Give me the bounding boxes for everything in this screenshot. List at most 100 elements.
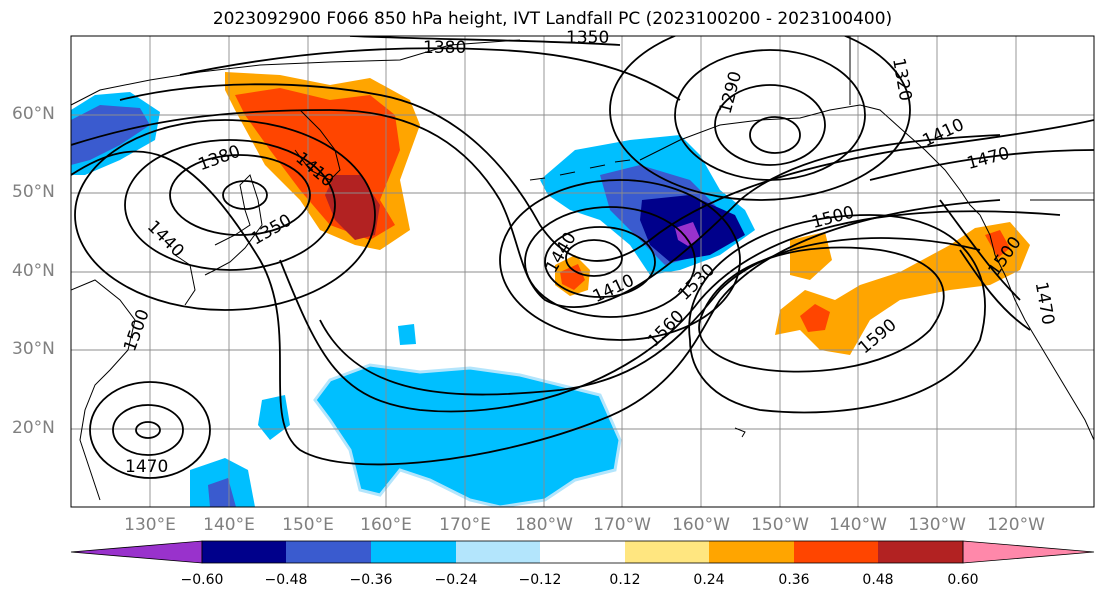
contour-low-kamchatka-1410 — [124, 139, 336, 271]
plot-frame — [70, 35, 1095, 508]
ivt-negative-band-subtropical — [315, 365, 620, 507]
colorbar-tick-label: −0.12 — [518, 572, 562, 588]
contour-label: 1500 — [810, 202, 857, 233]
lon-label: 130°W — [908, 515, 966, 535]
lat-label: 30°N — [12, 339, 55, 359]
lon-label: 140°E — [203, 515, 255, 535]
lon-label: 180°W — [515, 515, 573, 535]
coastline-hawaii — [734, 427, 746, 438]
colorbar — [70, 540, 1095, 564]
colorbar-tick-label: 0.24 — [693, 572, 725, 588]
contour-label: 1350 — [248, 211, 295, 250]
lon-label: 130°E — [124, 515, 176, 535]
lon-label: 170°E — [439, 515, 491, 535]
contour-low-south-center — [135, 421, 161, 439]
colorbar-bin — [540, 541, 625, 563]
lat-label: 60°N — [12, 104, 55, 124]
contour-label: 1470 — [125, 457, 168, 477]
contour-label: 1380 — [423, 38, 466, 58]
graticule — [71, 36, 1094, 507]
colorbar-tick-label: −0.36 — [349, 572, 393, 588]
colorbar-tick-label: 0.60 — [947, 572, 979, 588]
contour-low-center-kamchatka — [222, 180, 268, 210]
contour-low-north-1350 — [609, 36, 911, 201]
contour-label: 1290 — [716, 69, 747, 116]
ivt-anomaly-fill — [71, 72, 1030, 507]
lon-label: 150°W — [751, 515, 809, 535]
colorbar-extend-high — [962, 540, 1095, 564]
colorbar-tick-label: 0.36 — [778, 572, 810, 588]
coastline-canada-border — [849, 36, 1094, 201]
coastline-west-america — [979, 214, 1094, 441]
contour-1560-high — [688, 214, 986, 414]
ivt-positive-core-eastern-pacific — [800, 304, 830, 332]
contour-1470-east — [869, 149, 1094, 181]
contour-low-west-1410 — [544, 226, 656, 298]
ivt-negative-core-okhotsk — [71, 105, 150, 165]
colorbar-tick-label: −0.24 — [434, 572, 478, 588]
ivt-positive-core-coast — [985, 230, 1010, 258]
colorbar-bin — [794, 541, 878, 563]
lon-label: 150°E — [282, 515, 334, 535]
contour-1470-coast — [959, 249, 1031, 331]
contour-label: 1410 — [920, 115, 968, 151]
colorbar-bin — [456, 541, 540, 563]
contour-1350-north — [349, 36, 621, 46]
coastline-siberia — [71, 39, 521, 106]
contour-low-south-1500 — [89, 381, 211, 479]
contour-label: 1470 — [965, 143, 1012, 174]
lat-label: 40°N — [12, 261, 55, 281]
contour-1380-jet — [119, 83, 1094, 262]
contour-1500-coast — [939, 199, 1021, 301]
colorbar-tick-label: −0.60 — [180, 572, 224, 588]
coastline-kamchatka — [294, 109, 341, 181]
contour-label: 1350 — [566, 28, 609, 48]
lon-label: 170°W — [593, 515, 651, 535]
coastline-aleutians — [529, 159, 631, 181]
coastline-japan — [204, 174, 263, 276]
lon-label: 160°E — [360, 515, 412, 535]
contour-1410-jet — [71, 109, 1001, 308]
contour-low-north-center — [749, 116, 801, 154]
colorbar-frame — [201, 540, 964, 564]
contour-low-south-1470 — [112, 404, 184, 456]
contour-low-kamchatka-1380 — [169, 154, 311, 236]
contour-label: 1380 — [196, 142, 243, 176]
contour-low-west-center — [565, 239, 623, 277]
contour-low-west-1470 — [499, 179, 741, 341]
colorbar-bin — [709, 541, 794, 563]
contour-1380-north — [179, 47, 681, 101]
lon-label: 160°W — [672, 515, 730, 535]
ivt-negative-extreme-aleutian — [675, 222, 700, 246]
contour-low-kamchatka-1440 — [74, 119, 376, 311]
map-title: 2023092900 F066 850 hPa height, IVT Land… — [212, 9, 893, 29]
coastlines — [71, 36, 1094, 501]
contour-low-north-1290 — [714, 84, 826, 166]
ivt-negative-patch-small — [258, 395, 290, 440]
height-contours — [71, 36, 1094, 479]
ivt-positive-peak-kamchatka — [325, 175, 380, 240]
coastline-asia — [71, 279, 136, 501]
ivt-positive-core-west-low — [560, 264, 585, 290]
lat-label: 20°N — [12, 418, 55, 438]
lat-label: 50°N — [12, 182, 55, 202]
colorbar-tick-label: −0.48 — [264, 572, 308, 588]
lon-label: 140°W — [829, 515, 887, 535]
colorbar-bin — [625, 541, 709, 563]
contour-label: 1320 — [888, 57, 915, 103]
contour-1530 — [279, 210, 1061, 413]
contour-label: 1500 — [120, 307, 154, 354]
contour-1560 — [319, 237, 981, 396]
colorbar-tick-label: 0.48 — [862, 572, 894, 588]
colorbar-bin — [878, 541, 963, 563]
contour-low-west-1440 — [524, 206, 696, 318]
contour-1500 — [71, 150, 1001, 466]
coastline-alaska — [639, 104, 981, 216]
colorbar-bin — [286, 541, 371, 563]
contour-label: 1470 — [1031, 280, 1058, 326]
ivt-negative-patch-small — [398, 324, 416, 345]
ivt-positive-region-eastern-pacific — [790, 232, 832, 280]
ivt-positive-band-eastern-pacific — [775, 222, 1030, 355]
colorbar-bin — [371, 541, 456, 563]
